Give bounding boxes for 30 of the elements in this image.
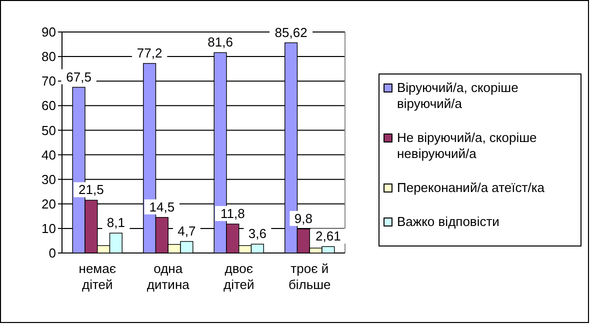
data-label: 77,2 [136,45,162,60]
y-tick-label: 40 [42,147,56,162]
data-label: 9,8 [294,210,312,226]
data-label: 67,5 [66,69,92,84]
x-tick-label: троє й більше [288,261,331,292]
y-tick-label: 10 [42,220,56,236]
data-label: 4,7 [178,223,196,238]
data-label: 3,6 [248,226,266,242]
x-tick-label: одна дитина [146,261,190,292]
legend-label: Переконаний/а атеїст/ка [397,180,546,195]
y-tick-label: 0 [48,246,56,261]
y-tick-label: 60 [42,98,56,114]
legend-label: Не віруючий/а, скоріше невіруючий/а [397,130,537,161]
data-label: 8,1 [106,215,125,230]
y-tick-label: 20 [42,196,56,212]
y-tick-label: 90 [42,24,56,40]
y-tick-label: 70 [42,74,56,89]
y-tick-label: 80 [42,49,56,64]
data-label: 81,6 [208,34,233,50]
data-label: 14,5 [149,199,175,214]
data-label: 85,62 [274,24,308,40]
x-tick-label: немає дітей [78,261,116,292]
x-tick-label: двоє дітей [223,261,254,292]
data-label: 2,61 [316,228,341,244]
data-label: 11,8 [220,206,245,222]
legend-label: Віруючий/а, скоріше віруючий/а [397,80,518,111]
y-tick-label: 50 [42,122,56,138]
data-label: 21,5 [78,182,104,198]
y-tick-label: 30 [42,172,56,187]
legend-label: Важко відповісти [397,214,500,229]
